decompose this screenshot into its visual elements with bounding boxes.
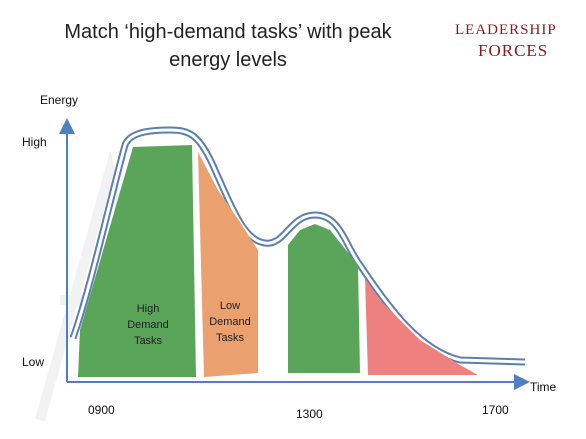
time-label: 0900 [88,403,115,417]
y-level-label: High [22,135,47,149]
high-demand-area [288,224,360,373]
region-label: Tasks [134,335,163,347]
title-line: Match ‘high-demand tasks’ with peak [64,21,392,43]
low-demand-area [198,152,258,377]
region-label: Demand [127,319,169,331]
logo: LEADERSHIP [455,22,557,38]
region-label: Low [220,300,240,312]
logo: FORCES [478,41,548,60]
title-line: energy levels [169,49,287,71]
x-axis-label: Time [530,380,557,394]
y-axis-label: Energy [40,93,78,107]
time-label: 1700 [482,403,509,417]
high-demand-area [78,145,196,377]
region-label: Tasks [216,332,245,344]
time-label: 1300 [296,407,323,421]
y-level-label: Low [22,355,44,369]
low-demand-area [365,278,478,375]
region-label: High [137,303,160,315]
region-label: Demand [209,316,251,328]
